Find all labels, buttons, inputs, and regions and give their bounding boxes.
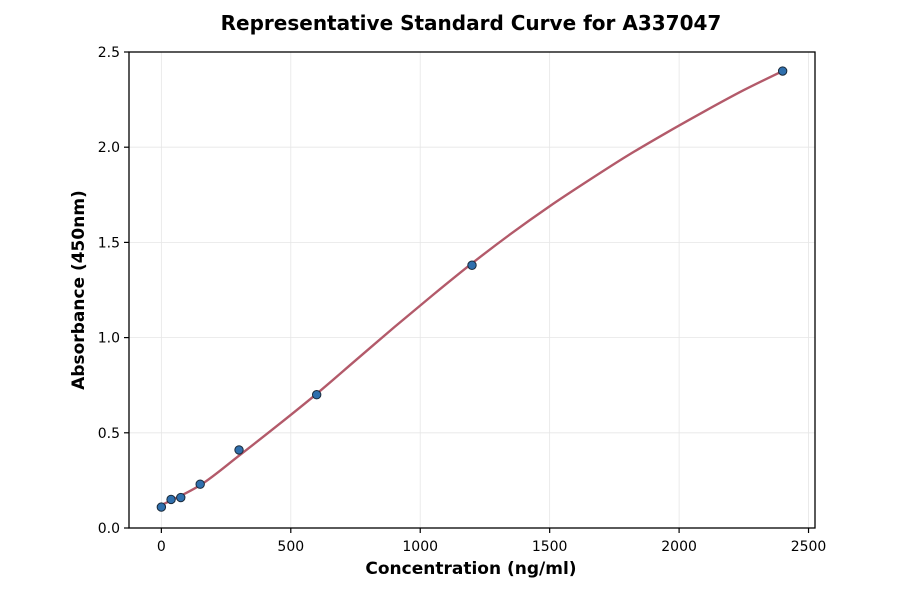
y-tick-label: 2.5 — [98, 45, 120, 61]
y-tick-label: 1.0 — [98, 331, 120, 347]
data-point — [467, 260, 477, 270]
x-tick-label: 1000 — [402, 539, 438, 555]
data-point — [311, 390, 322, 400]
y-tick-label: 2.0 — [98, 140, 120, 156]
data-point — [166, 494, 176, 505]
y-axis-label: Absorbance (450nm) — [69, 190, 89, 390]
y-tick-label: 1.5 — [98, 235, 120, 251]
plot-frame — [128, 51, 816, 529]
chart-title: Representative Standard Curve for A33704… — [221, 11, 722, 35]
x-tick-label: 2000 — [661, 539, 697, 555]
x-axis-label: Concentration (ng/ml) — [365, 559, 576, 579]
y-tick-label: 0.0 — [98, 521, 120, 537]
data-point — [176, 492, 186, 503]
data-point — [195, 479, 205, 489]
y-tick-label: 0.5 — [98, 426, 120, 442]
data-points-layer — [156, 66, 788, 512]
x-tick-label: 500 — [277, 539, 304, 555]
y-axis-ticks: 0.0 0.5 1.0 1.5 2.0 2.5 — [98, 45, 129, 537]
data-point — [156, 502, 167, 512]
x-axis-ticks: 0 500 1000 1500 2000 2500 — [157, 528, 826, 555]
data-point — [777, 66, 788, 76]
data-point — [234, 445, 244, 455]
grid — [129, 51, 815, 529]
x-tick-label: 1500 — [532, 539, 568, 555]
fit-curve-line — [160, 69, 784, 507]
x-tick-label: 0 — [157, 539, 166, 555]
x-tick-label: 2500 — [791, 539, 827, 555]
fit-curve-layer — [160, 69, 784, 507]
